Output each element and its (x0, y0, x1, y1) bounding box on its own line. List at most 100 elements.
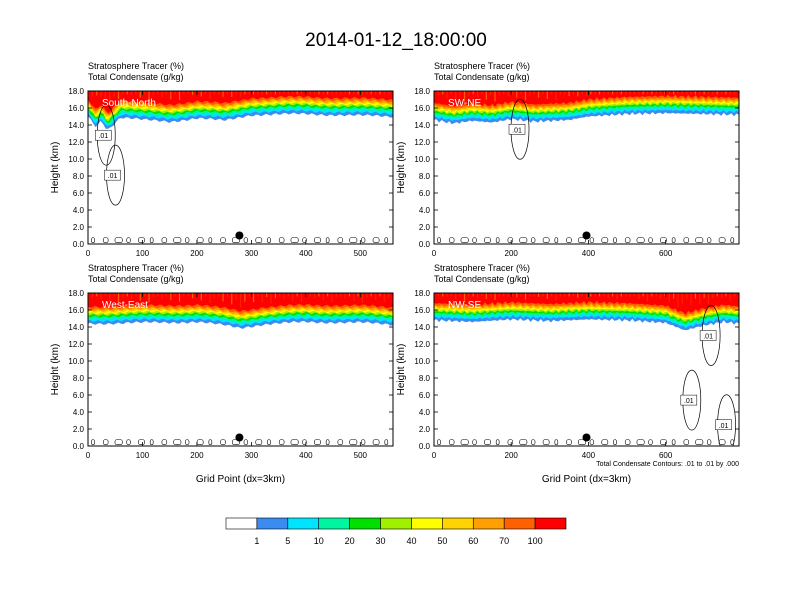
contour-label-box (104, 169, 121, 181)
field-label-tracer: Stratosphere Tracer (%) (434, 61, 530, 71)
y-tick-label: 12.0 (414, 138, 430, 147)
condensate-contour-low (372, 237, 380, 244)
condensate-contour-low (138, 237, 145, 244)
contour-label: .01 (684, 398, 694, 405)
field-label-condensate: Total Condensate (g/kg) (434, 72, 530, 82)
condensate-contour-low (114, 439, 123, 446)
condensate-contour-low (161, 439, 168, 446)
colorbar-swatch (349, 517, 381, 530)
field-label-tracer: Stratosphere Tracer (%) (88, 61, 184, 71)
x-tick-label: 400 (582, 451, 596, 460)
x-tick-label: 100 (136, 451, 150, 460)
panel-nw-se: Stratosphere Tracer (%)Total Condensate … (396, 263, 740, 485)
y-tick-label: 10.0 (68, 155, 84, 164)
condensate-contour-low (302, 439, 307, 446)
plot-frame (87, 90, 394, 245)
condensate-contour-low (243, 237, 248, 244)
y-tick-label: 18.0 (68, 289, 84, 298)
condensate-contour-low (519, 237, 528, 244)
condensate-contour-low (437, 237, 441, 244)
colorbar-label: 70 (499, 536, 509, 546)
x-tick-label: 0 (432, 451, 437, 460)
y-tick-label: 4.0 (419, 408, 431, 417)
condensate-contour-low (460, 439, 469, 446)
y-axis-label: Height (km) (50, 142, 61, 194)
y-tick-label: 6.0 (73, 391, 85, 400)
condensate-contour-low (624, 237, 631, 244)
y-tick-label: 0.0 (419, 442, 431, 451)
location-marker (235, 231, 244, 240)
condensate-contour-low (566, 237, 572, 244)
condensate-contour-low (507, 237, 514, 244)
colorbar-swatch (225, 517, 258, 530)
panel-title: South-North (102, 98, 156, 109)
y-tick-label: 8.0 (419, 172, 431, 181)
condensate-contour-low (601, 237, 609, 244)
condensate-contour-low (102, 237, 109, 244)
condensate-contour-low (185, 439, 190, 446)
condensate-contour-low (707, 439, 712, 446)
y-tick-label: 0.0 (73, 442, 85, 451)
y-tick-label: 8.0 (73, 374, 85, 383)
condensate-contour-low (531, 237, 536, 244)
contour-label: .01 (512, 127, 522, 134)
condensate-contour-low (337, 237, 344, 244)
condensate-contour-low (730, 237, 735, 244)
y-tick-label: 12.0 (68, 138, 84, 147)
condensate-contour-low (519, 439, 528, 446)
y-axis-label: Height (km) (396, 344, 407, 396)
condensate-contour-low (577, 237, 586, 244)
condensate-contour-low (325, 237, 330, 244)
field-label-condensate: Total Condensate (g/kg) (434, 274, 530, 284)
colorbar-label: 5 (285, 536, 290, 546)
condensate-contour-low (290, 237, 299, 244)
condensate-contour-low (149, 439, 154, 446)
condensate-contour-low (278, 439, 285, 446)
contour-label-box (680, 394, 698, 406)
condensate-contour-low (220, 439, 226, 446)
condensate-contour-low (255, 237, 263, 244)
condensate-contour-low (231, 439, 240, 446)
colorbar-label: 10 (314, 536, 324, 546)
condensate-contour-low (448, 439, 455, 446)
condensate-contour-low (613, 439, 617, 446)
y-tick-label: 2.0 (419, 223, 431, 232)
condensate-contour-low (683, 439, 690, 446)
location-marker (235, 433, 244, 442)
field-label-tracer: Stratosphere Tracer (%) (88, 263, 184, 273)
y-tick-label: 14.0 (68, 121, 84, 130)
condensate-contour-low (648, 439, 653, 446)
condensate-contour-low (161, 237, 168, 244)
colorbar-swatch (411, 517, 443, 530)
y-tick-label: 10.0 (414, 357, 430, 366)
condensate-contour-low (589, 439, 594, 446)
colorbar-label: 60 (468, 536, 478, 546)
condensate-contour-low (554, 237, 559, 244)
condensate-contour-low (126, 237, 131, 244)
contour-label: .01 (108, 173, 118, 180)
x-tick-label: 300 (245, 451, 259, 460)
colorbar-swatch (318, 517, 350, 530)
condensate-contour-low (484, 237, 491, 244)
condensate-contour-low (472, 439, 477, 446)
panel-west-east: Stratosphere Tracer (%)Total Condensate … (50, 263, 394, 485)
condensate-contour-low (718, 237, 726, 244)
x-axis-label: Grid Point (dx=3km) (542, 474, 631, 485)
y-tick-label: 10.0 (414, 155, 430, 164)
condensate-contour-low (566, 439, 572, 446)
y-tick-label: 16.0 (68, 306, 84, 315)
contour-label: .01 (703, 334, 713, 341)
plot-frame (87, 292, 394, 447)
colorbar-swatch (442, 517, 474, 530)
y-axis-label: Height (km) (396, 142, 407, 194)
y-tick-label: 14.0 (68, 323, 84, 332)
y-tick-label: 16.0 (68, 104, 84, 113)
condensate-contour-low (149, 237, 154, 244)
condensate-contour-low (349, 439, 358, 446)
condensate-contour-low (554, 439, 559, 446)
x-tick-label: 300 (245, 249, 259, 258)
y-tick-label: 0.0 (419, 240, 431, 249)
condensate-contour-low (231, 237, 240, 244)
condensate-contour-low (613, 237, 617, 244)
condensate-contour-low (472, 237, 477, 244)
